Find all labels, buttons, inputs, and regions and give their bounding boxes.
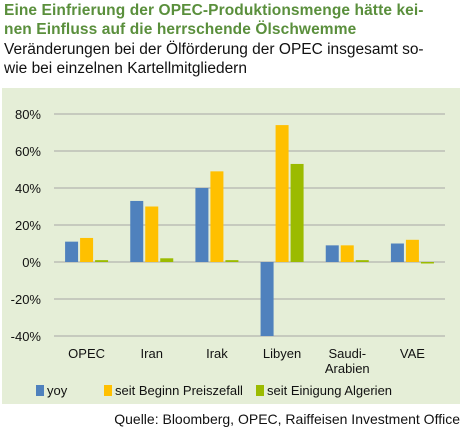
legend-label: seit Einigung Algerien bbox=[267, 383, 392, 398]
y-tick-label: 40% bbox=[15, 181, 41, 196]
bar bbox=[225, 260, 239, 262]
y-tick-label: 80% bbox=[15, 107, 41, 122]
y-tick-label: 0% bbox=[22, 255, 41, 270]
y-tick-label: -40% bbox=[11, 329, 42, 344]
chart-title: Eine Einfrierung der OPEC-Produktionsmen… bbox=[4, 1, 464, 39]
title-line-1: Eine Einfrierung der OPEC-Produktionsmen… bbox=[4, 2, 424, 19]
subtitle-line-1: Veränderungen bei der Ölförderung der OP… bbox=[4, 41, 424, 58]
y-tick-label: -20% bbox=[11, 292, 42, 307]
title-line-2: nen Einfluss auf die herrschende Ölschwe… bbox=[4, 21, 357, 38]
x-tick-label: Saudi- bbox=[328, 346, 366, 361]
bar bbox=[340, 245, 354, 262]
bar bbox=[80, 237, 94, 262]
bar bbox=[210, 171, 224, 262]
x-tick-label: Libyen bbox=[263, 346, 301, 361]
bar bbox=[145, 206, 159, 262]
legend-swatch bbox=[104, 385, 112, 396]
bar bbox=[325, 245, 339, 262]
bar bbox=[390, 243, 404, 262]
bar bbox=[65, 241, 79, 262]
bar bbox=[420, 262, 434, 264]
legend-swatch bbox=[256, 385, 264, 396]
y-tick-label: 60% bbox=[15, 144, 41, 159]
bar bbox=[160, 258, 174, 262]
legend-swatch bbox=[36, 385, 44, 396]
bar bbox=[290, 163, 304, 262]
x-tick-label: OPEC bbox=[68, 346, 105, 361]
source-note: Quelle: Bloomberg, OPEC, Raiffeisen Inve… bbox=[114, 411, 460, 427]
legend-label: seit Beginn Preiszefall bbox=[115, 383, 243, 398]
bar bbox=[130, 200, 144, 262]
subtitle-line-2: wie bei einzelnen Kartellmitgliedern bbox=[4, 60, 247, 77]
bar bbox=[95, 260, 109, 262]
bar bbox=[260, 262, 274, 336]
x-tick-label: Arabien bbox=[325, 361, 370, 376]
legend-label: yoy bbox=[47, 383, 68, 398]
bar bbox=[405, 239, 419, 262]
bar bbox=[195, 188, 209, 262]
chart-subtitle: Veränderungen bei der Ölförderung der OP… bbox=[4, 40, 464, 78]
x-tick-label: Irak bbox=[206, 346, 228, 361]
bar bbox=[275, 125, 289, 262]
x-tick-label: VAE bbox=[400, 346, 425, 361]
x-tick-label: Iran bbox=[141, 346, 163, 361]
bar bbox=[355, 260, 369, 262]
chart-panel bbox=[2, 88, 460, 404]
y-tick-label: 20% bbox=[15, 218, 41, 233]
